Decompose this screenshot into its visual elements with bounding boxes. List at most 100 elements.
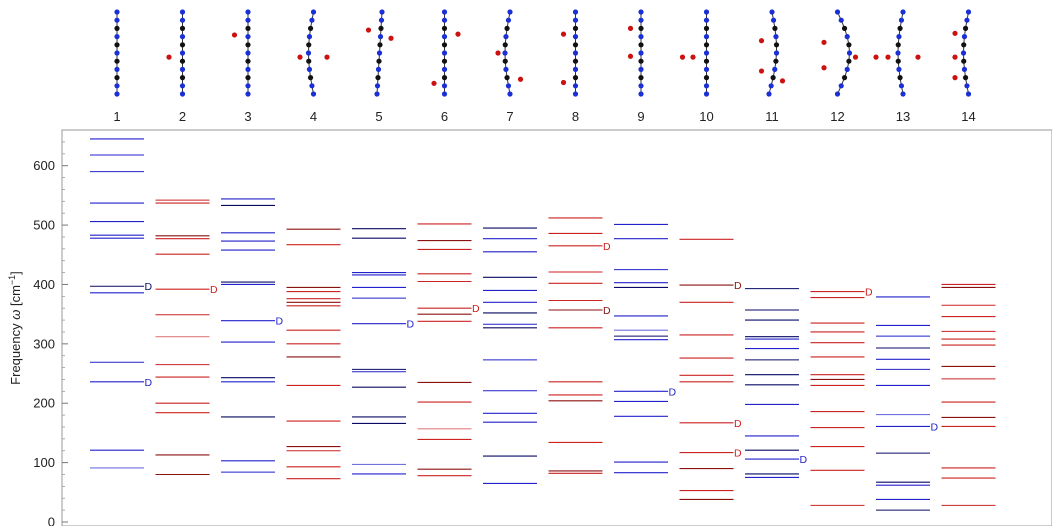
structure-diagram-13 — [873, 9, 921, 97]
chain-atom — [374, 83, 381, 89]
chain-atom — [310, 91, 317, 97]
plot-frame — [61, 129, 1052, 526]
structure-diagram-10 — [679, 9, 710, 97]
chain-atom — [179, 83, 186, 89]
column-labels: 1 2 3 4 5 6 7 8 9 10 11 12 13 14 — [113, 109, 975, 124]
chain-atom — [245, 75, 251, 81]
chain-atom — [846, 58, 852, 64]
chain-atom — [503, 34, 509, 40]
level-column-9: D — [614, 223, 677, 474]
column-label: 7 — [506, 109, 513, 124]
chain-atom — [245, 9, 251, 15]
chain-atom — [114, 42, 120, 48]
structure-diagram-3 — [231, 9, 251, 97]
chain-atom — [961, 66, 968, 72]
degenerate-marker: D — [734, 448, 742, 460]
chain-atom — [773, 58, 779, 64]
chain-atom — [179, 34, 186, 40]
chain-atom — [773, 34, 779, 40]
chain-atom — [114, 34, 120, 40]
chain-atom — [638, 91, 644, 97]
level-column-12: D — [810, 287, 873, 506]
level-column-8: DD — [548, 217, 611, 474]
chain-atom — [897, 75, 903, 81]
chain-atom — [703, 75, 710, 81]
chain-atom — [179, 25, 186, 31]
chain-atom — [638, 66, 644, 72]
chain-atom — [846, 42, 852, 48]
adsorbate-atom — [852, 54, 859, 60]
chain-atom — [898, 83, 905, 89]
chain-atom — [378, 25, 384, 31]
chain-atom — [441, 50, 448, 56]
adsorbate-atom — [495, 50, 501, 56]
chain-atom — [441, 75, 448, 81]
chain-atom — [961, 58, 967, 64]
degenerate-marker: D — [603, 305, 611, 317]
level-column-6: D — [417, 223, 480, 477]
chain-atom — [638, 17, 644, 23]
structure-diagram-2 — [166, 9, 186, 97]
chain-atom — [307, 75, 314, 81]
chain-atom — [772, 66, 778, 72]
chain-atom — [441, 58, 448, 64]
chain-atom — [844, 34, 850, 40]
chain-atom — [834, 91, 841, 97]
y-tick-label: 100 — [33, 455, 55, 470]
chain-atom — [572, 17, 579, 23]
chain-atom — [502, 50, 508, 56]
chain-atom — [114, 58, 120, 64]
chain-atom — [179, 42, 186, 48]
chain-atom — [441, 42, 448, 48]
chain-atom — [572, 9, 579, 15]
chain-atom — [441, 83, 448, 89]
column-label: 4 — [310, 109, 317, 124]
adsorbate-atom — [627, 53, 634, 59]
degenerate-marker: D — [210, 284, 218, 296]
structure-diagram-14 — [952, 9, 972, 97]
chain-atom — [114, 9, 120, 15]
column-label: 9 — [637, 109, 644, 124]
chain-atom — [378, 17, 385, 23]
chain-atom — [838, 83, 844, 89]
degenerate-marker: D — [800, 454, 808, 466]
adsorbate-atom — [166, 54, 172, 60]
chain-atom — [179, 66, 186, 72]
y-tick-label: 0 — [48, 515, 55, 526]
level-column-5: D — [352, 228, 415, 475]
chain-atom — [638, 75, 644, 81]
chain-atom — [572, 91, 579, 97]
chain-atom — [703, 83, 710, 89]
chain-atom — [773, 50, 780, 56]
column-label: 1 — [113, 109, 120, 124]
chain-atom — [306, 34, 313, 40]
adsorbate-atom — [821, 39, 827, 45]
chain-atom — [572, 66, 579, 72]
chain-atom — [441, 17, 448, 23]
chain-atom — [374, 91, 380, 97]
chain-atom — [572, 25, 579, 31]
chain-atom — [572, 75, 579, 81]
adsorbate-atom — [952, 54, 958, 60]
chain-atom — [502, 42, 508, 48]
chain-atom — [703, 58, 710, 64]
chain-atom — [306, 58, 312, 64]
chain-atom — [502, 58, 508, 64]
chain-atom — [179, 17, 186, 23]
chain-atom — [441, 9, 448, 15]
chain-atom — [961, 42, 967, 48]
chain-atom — [375, 66, 382, 72]
chain-atom — [245, 25, 251, 31]
chain-atom — [965, 9, 972, 15]
column-label: 14 — [961, 109, 975, 124]
chain-atom — [772, 25, 778, 31]
chain-atom — [310, 9, 317, 15]
chain-atom — [245, 66, 251, 72]
chain-atom — [703, 66, 710, 72]
chain-atom — [895, 50, 901, 56]
chain-atom — [962, 25, 969, 31]
chain-atom — [376, 58, 382, 64]
chain-atom — [703, 50, 710, 56]
level-column-7 — [483, 227, 537, 484]
degenerate-marker: D — [145, 281, 153, 293]
